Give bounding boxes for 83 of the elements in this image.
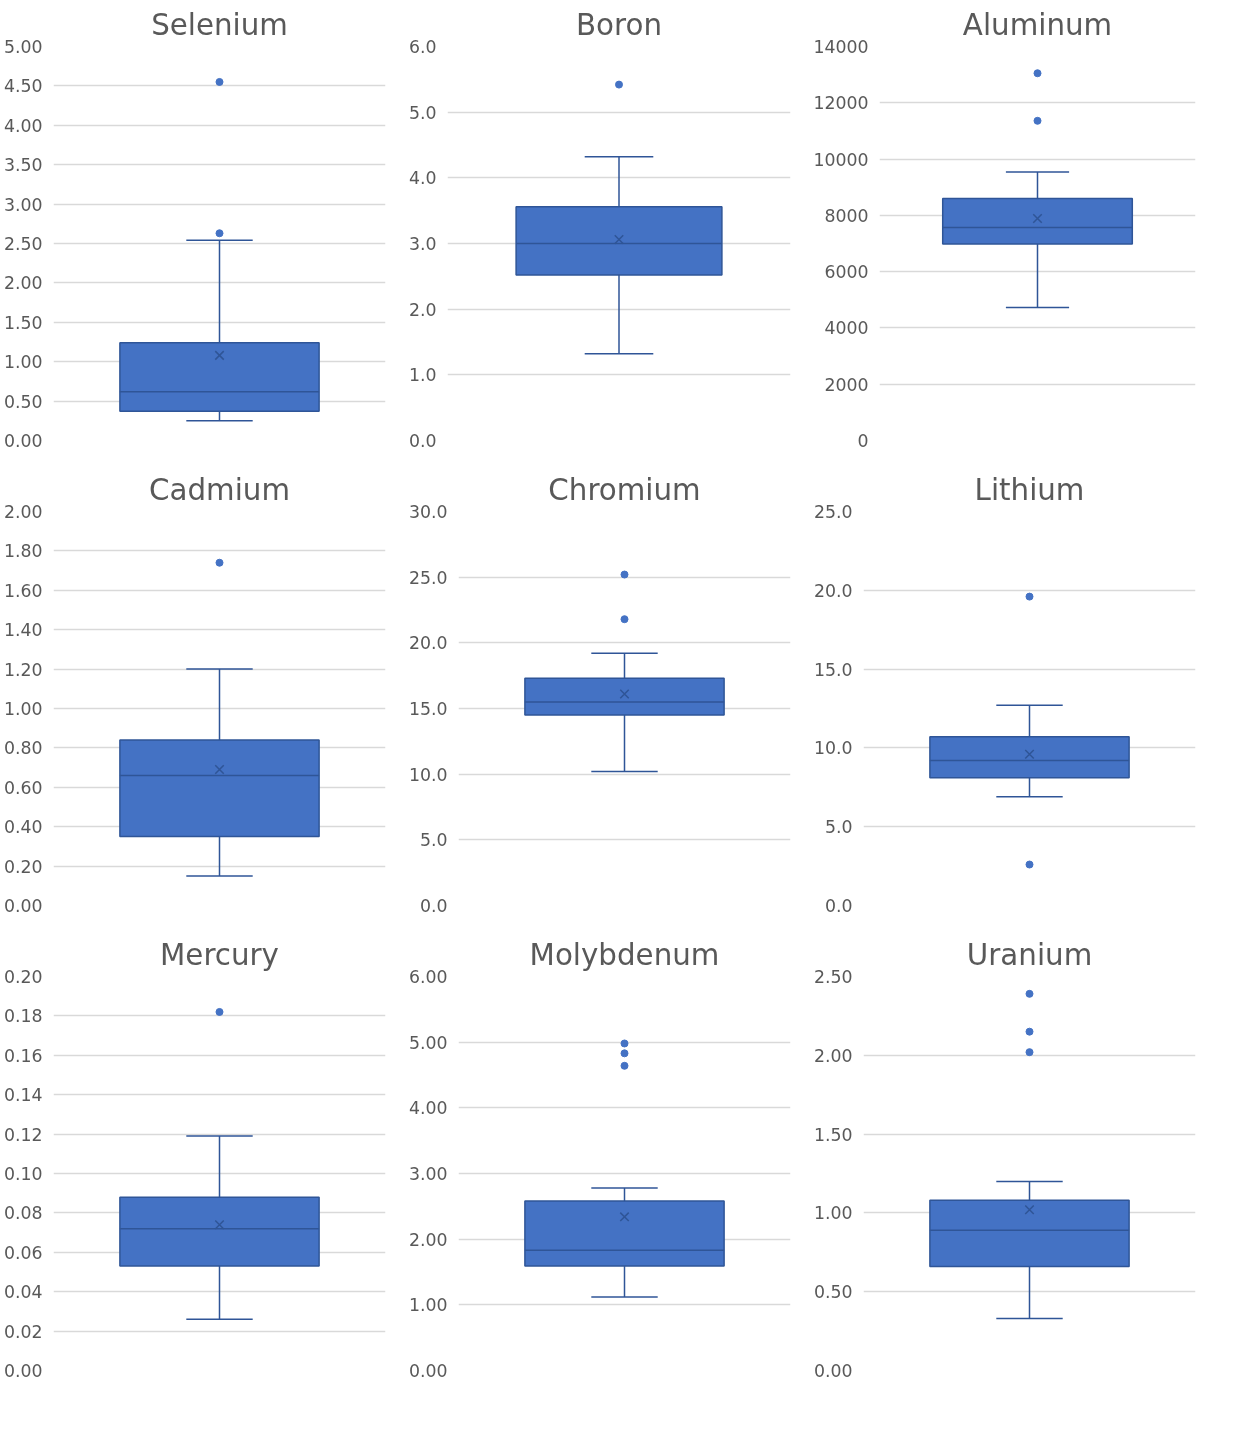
y-tick-label: 2.00 xyxy=(3,273,43,294)
y-tick-label: 4.0 xyxy=(408,168,437,189)
y-tick-label: 1.00 xyxy=(3,699,43,719)
y-tick-label: 0.00 xyxy=(3,896,43,916)
y-tick-label: 1.40 xyxy=(3,620,43,641)
y-tick-label: 0.0 xyxy=(419,896,448,916)
y-tick-label: 0 xyxy=(857,431,869,451)
y-tick-label: 4.00 xyxy=(3,115,43,136)
y-tick-label: 5.0 xyxy=(408,102,437,123)
y-tick-label: 0.08 xyxy=(3,1203,43,1224)
chart-title: Aluminum xyxy=(962,7,1113,42)
y-tick-label: 0.60 xyxy=(3,777,43,798)
y-tick-label: 10.0 xyxy=(408,764,448,785)
y-tick-label: 4.50 xyxy=(3,76,43,97)
y-tick-label: 0.80 xyxy=(3,738,43,759)
y-tick-label: 5.00 xyxy=(408,1032,448,1053)
y-tick-label: 8000 xyxy=(824,205,869,226)
y-tick-label: 3.00 xyxy=(408,1164,448,1184)
y-tick-label: 2.00 xyxy=(3,502,43,522)
y-tick-label: 2.00 xyxy=(408,1229,448,1250)
chart-title: Chromium xyxy=(548,472,701,507)
y-tick-label: 0.00 xyxy=(3,1361,43,1381)
chart-title: Cadmium xyxy=(149,472,290,507)
y-tick-label: 2000 xyxy=(824,374,869,395)
chart-title: Uranium xyxy=(966,937,1093,972)
y-tick-label: 6000 xyxy=(824,262,869,283)
y-tick-label: 1.00 xyxy=(408,1295,448,1316)
y-tick-label: 1.50 xyxy=(813,1124,853,1145)
y-tick-label: 1.80 xyxy=(3,541,43,562)
y-tick-label: 0.20 xyxy=(3,856,43,877)
y-tick-label: 0.0 xyxy=(408,431,437,451)
y-tick-label: 1.00 xyxy=(3,352,43,373)
y-tick-label: 10000 xyxy=(813,149,869,170)
y-tick-label: 0.06 xyxy=(3,1242,43,1263)
y-tick-label: 0.14 xyxy=(3,1085,43,1106)
y-tick-label: 2.00 xyxy=(813,1045,853,1066)
y-tick-label: 0.16 xyxy=(3,1045,43,1066)
chart-title: Selenium xyxy=(151,7,288,42)
y-tick-label: 4000 xyxy=(824,318,869,339)
y-tick-label: 30.0 xyxy=(408,502,448,522)
y-tick-label: 0.12 xyxy=(3,1124,43,1145)
y-tick-label: 0.18 xyxy=(3,1006,43,1027)
y-tick-label: 6.0 xyxy=(408,37,437,57)
y-tick-label: 1.50 xyxy=(3,312,43,333)
y-tick-label: 1.20 xyxy=(3,659,43,680)
y-tick-label: 0.40 xyxy=(3,817,43,838)
y-tick-label: 4.00 xyxy=(408,1098,448,1119)
y-tick-label: 1.00 xyxy=(813,1203,853,1224)
y-tick-label: 20.0 xyxy=(813,580,853,601)
y-tick-label: 0.50 xyxy=(3,391,43,412)
y-tick-label: 14000 xyxy=(813,37,869,57)
y-tick-label: 5.0 xyxy=(419,830,448,851)
chart-title: Mercury xyxy=(160,937,279,972)
y-tick-label: 0.50 xyxy=(813,1282,853,1303)
y-tick-label: 0.10 xyxy=(3,1164,43,1184)
chart-title: Lithium xyxy=(974,472,1085,507)
chart-title: Molybdenum xyxy=(529,937,720,972)
y-tick-label: 3.0 xyxy=(408,234,437,254)
y-tick-label: 0.0 xyxy=(824,896,853,916)
y-tick-label: 3.50 xyxy=(3,155,43,176)
y-tick-label: 3.00 xyxy=(3,194,43,215)
chart-title: Boron xyxy=(576,7,663,42)
y-tick-label: 20.0 xyxy=(408,633,448,654)
y-tick-label: 2.50 xyxy=(813,967,853,987)
y-tick-label: 25.0 xyxy=(813,502,853,522)
y-tick-label: 0.04 xyxy=(3,1282,43,1303)
y-tick-label: 0.20 xyxy=(3,967,43,987)
y-tick-label: 12000 xyxy=(813,93,869,114)
y-tick-label: 0.00 xyxy=(813,1361,853,1381)
y-tick-label: 6.00 xyxy=(408,967,448,987)
y-tick-label: 0.00 xyxy=(3,431,43,451)
y-tick-label: 25.0 xyxy=(408,567,448,588)
y-tick-label: 5.0 xyxy=(824,817,853,838)
y-tick-label: 10.0 xyxy=(813,738,853,759)
y-tick-label: 5.00 xyxy=(3,37,43,57)
y-tick-label: 0.00 xyxy=(408,1361,448,1381)
y-tick-label: 1.0 xyxy=(408,365,437,386)
y-tick-label: 15.0 xyxy=(813,659,853,680)
y-tick-label: 0.02 xyxy=(3,1321,43,1342)
y-tick-label: 2.50 xyxy=(3,234,43,254)
y-tick-label: 1.60 xyxy=(3,580,43,601)
y-tick-label: 2.0 xyxy=(408,299,437,320)
y-tick-label: 15.0 xyxy=(408,699,448,719)
